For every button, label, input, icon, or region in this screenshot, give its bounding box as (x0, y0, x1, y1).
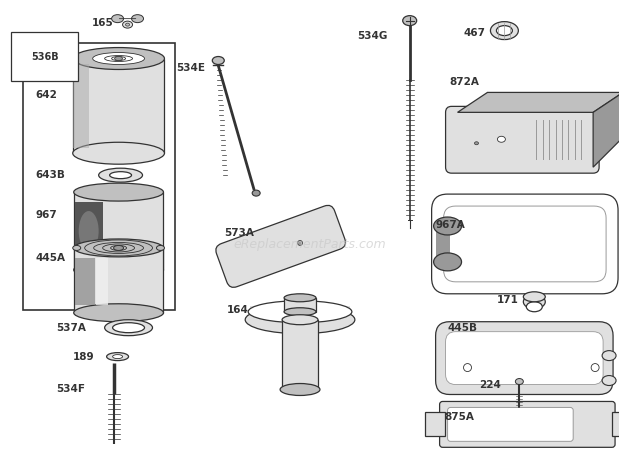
Ellipse shape (280, 384, 320, 395)
Ellipse shape (123, 21, 133, 28)
Bar (284, 298, 316, 312)
FancyBboxPatch shape (216, 205, 345, 287)
Text: 534G: 534G (357, 31, 388, 41)
Ellipse shape (73, 142, 164, 164)
Ellipse shape (107, 352, 128, 361)
Ellipse shape (73, 246, 81, 251)
Bar (73, 58, 164, 153)
Ellipse shape (298, 241, 303, 246)
Ellipse shape (284, 308, 316, 316)
Text: 967A: 967A (436, 220, 466, 230)
FancyBboxPatch shape (443, 206, 606, 282)
Text: 445B: 445B (448, 323, 477, 333)
FancyBboxPatch shape (446, 106, 599, 173)
Ellipse shape (112, 57, 126, 61)
Ellipse shape (403, 16, 417, 26)
Ellipse shape (282, 315, 318, 325)
Ellipse shape (602, 376, 616, 386)
Bar (612, 412, 620, 436)
Ellipse shape (602, 351, 616, 361)
Ellipse shape (105, 56, 133, 62)
Ellipse shape (212, 57, 224, 64)
FancyBboxPatch shape (432, 194, 618, 294)
Ellipse shape (79, 211, 99, 251)
Ellipse shape (131, 14, 143, 23)
Ellipse shape (126, 23, 130, 26)
Text: 224: 224 (479, 380, 502, 390)
Text: 164: 164 (226, 305, 248, 315)
Bar (95, 258, 108, 305)
Text: 165: 165 (92, 18, 113, 28)
FancyBboxPatch shape (446, 332, 603, 385)
Ellipse shape (74, 304, 164, 322)
Text: 534E: 534E (176, 63, 205, 73)
Polygon shape (458, 92, 620, 112)
Ellipse shape (526, 302, 542, 312)
Bar (250, 306, 350, 316)
Bar (23, 43, 175, 310)
Bar (436, 226, 449, 262)
Ellipse shape (591, 364, 599, 371)
Bar (75, 202, 103, 262)
Ellipse shape (73, 48, 164, 69)
Text: 171: 171 (497, 295, 518, 305)
Ellipse shape (515, 379, 523, 385)
FancyBboxPatch shape (436, 322, 613, 395)
Bar (73, 63, 89, 148)
Ellipse shape (523, 295, 545, 309)
Text: 573A: 573A (224, 228, 254, 238)
FancyBboxPatch shape (440, 401, 615, 447)
Ellipse shape (245, 306, 355, 334)
Ellipse shape (110, 172, 131, 178)
Bar (74, 248, 164, 313)
Ellipse shape (156, 246, 164, 251)
Ellipse shape (464, 364, 471, 371)
Ellipse shape (497, 26, 512, 36)
Text: 189: 189 (73, 352, 94, 361)
Ellipse shape (523, 292, 545, 302)
Bar (425, 412, 445, 436)
Bar (282, 320, 318, 390)
Ellipse shape (115, 57, 123, 61)
Ellipse shape (433, 217, 461, 235)
Text: eReplacementParts.com: eReplacementParts.com (234, 238, 386, 251)
Ellipse shape (433, 253, 461, 271)
Bar (74, 192, 164, 270)
Text: 536B: 536B (31, 52, 58, 62)
Bar (75, 258, 95, 305)
Ellipse shape (74, 261, 164, 279)
Ellipse shape (252, 190, 260, 196)
Ellipse shape (92, 53, 144, 64)
Ellipse shape (474, 142, 479, 145)
Text: 643B: 643B (36, 170, 66, 180)
Text: 445A: 445A (36, 253, 66, 263)
Ellipse shape (497, 136, 505, 142)
Ellipse shape (74, 239, 164, 257)
FancyBboxPatch shape (448, 407, 574, 441)
Ellipse shape (113, 323, 144, 333)
Ellipse shape (490, 22, 518, 39)
Ellipse shape (282, 385, 318, 395)
Ellipse shape (284, 294, 316, 302)
Ellipse shape (112, 14, 123, 23)
Ellipse shape (99, 168, 143, 182)
Text: 534F: 534F (56, 385, 85, 395)
Ellipse shape (105, 320, 153, 336)
Text: 537A: 537A (56, 323, 86, 333)
Text: 872A: 872A (450, 77, 479, 87)
Text: 967: 967 (36, 210, 58, 220)
Text: 875A: 875A (445, 412, 474, 422)
Polygon shape (593, 92, 620, 167)
Text: 467: 467 (464, 28, 485, 38)
Ellipse shape (248, 301, 352, 323)
Ellipse shape (113, 246, 123, 251)
Ellipse shape (113, 355, 123, 359)
Text: 642: 642 (36, 91, 58, 101)
Ellipse shape (74, 183, 164, 201)
